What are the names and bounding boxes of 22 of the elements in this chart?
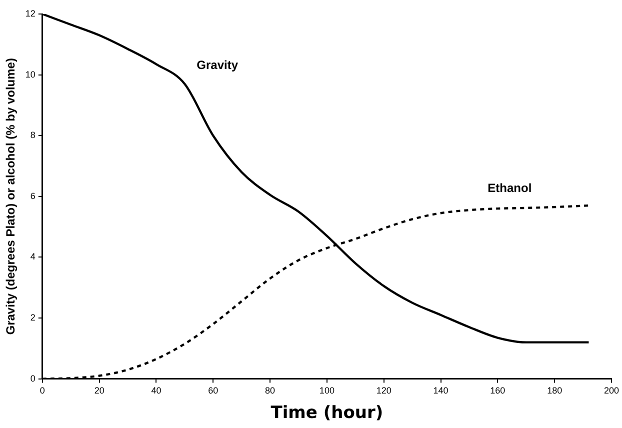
y-tick-label: 12 [25,8,36,18]
y-tick-label: 8 [30,130,36,140]
x-tick-label: 20 [94,386,104,396]
x-tick-label: 200 [604,386,620,396]
x-tick-label: 160 [490,386,506,396]
x-tick-label: 100 [319,386,334,396]
x-tick-label: 80 [265,386,276,396]
x-tick-label: 0 [40,386,45,396]
y-tick-label: 6 [30,190,36,201]
x-tick-label: 140 [433,386,448,396]
y-tick-label: 4 [30,252,36,262]
x-axis-title: Time (hour) [270,403,384,424]
x-tick-label: 60 [208,386,218,396]
y-tick-label: 10 [25,69,36,80]
series-label: Gravity [196,58,238,72]
y-tick-label: 2 [30,312,36,322]
x-tick-label: 120 [376,386,392,396]
x-tick-label: 40 [151,386,162,396]
y-axis-title: Gravity (degrees Plato) or alcohol (% by volume) [4,58,18,335]
x-tick-label: 180 [547,386,562,396]
series-label: Ethanol [488,180,532,195]
y-tick-label: 0 [30,373,36,384]
